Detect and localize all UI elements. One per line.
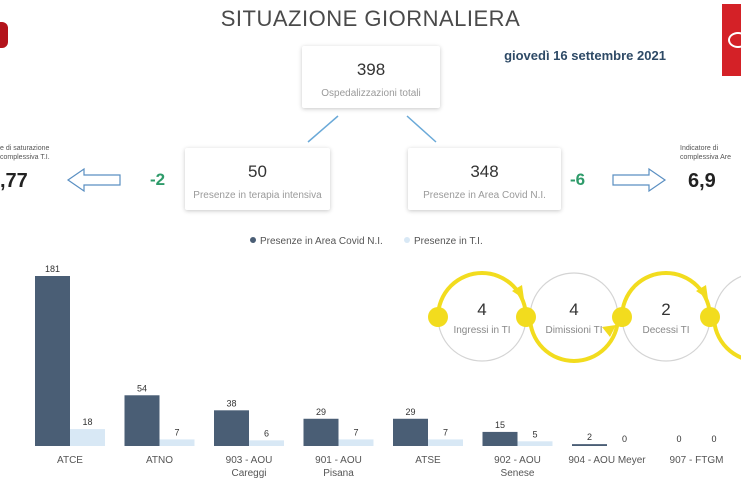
flow-label-1: Dimissioni TI [545,325,602,336]
category-label-3: Pisana [323,468,354,479]
arrow-left-icon [66,167,121,193]
flow-value-2: 2 [661,300,670,319]
data-label-covid-5: 15 [495,420,505,430]
saturation-ti-label: e di saturazione complessiva T.I. [0,145,50,161]
data-label-ti-1: 7 [174,427,179,437]
data-label-covid-7: 0 [676,434,681,444]
flow-node-dot-2 [612,307,632,327]
flow-value-0: 4 [477,300,486,319]
category-label-5: Senese [501,468,535,479]
bar-ti-0[interactable] [70,429,105,446]
category-label-4: ATSE [415,455,441,466]
flow-node-dot-1 [516,307,536,327]
covid-value: 348 [470,162,499,181]
saturation-covid-label: Indicatore di complessiva Are [680,145,731,161]
data-label-covid-4: 29 [405,407,415,417]
bar-ti-5[interactable] [517,441,553,446]
region-logo-left [0,22,8,48]
data-label-ti-2: 6 [264,428,269,438]
page-title: SITUAZIONE GIORNALIERA [220,6,521,31]
card-total-hospitalizations[interactable]: 398 Ospedalizzazioni totali [302,46,440,108]
bar-ti-2[interactable] [249,440,284,446]
card-intensive-care[interactable]: 50 Presenze in terapia intensiva [185,148,330,210]
flow-value-1: 4 [569,300,578,319]
legend-dot-covid-icon [250,237,256,243]
flow-arc-0 [436,271,528,318]
connector-left [307,115,339,143]
bar-covid-5[interactable] [482,431,518,446]
data-label-ti-4: 7 [443,427,448,437]
pegasus-logo-icon [728,32,741,48]
data-label-ti-3: 7 [353,427,358,437]
bar-covid-1[interactable] [124,395,160,446]
bar-covid-2[interactable] [214,410,249,446]
arrow-right-icon [612,167,667,193]
total-label: Ospedalizzazioni totali [321,88,421,99]
flow-arc-3 [712,316,741,360]
category-label-7: 907 - FTGM [670,455,724,466]
data-label-ti-0: 18 [82,417,92,427]
card-covid-area[interactable]: 348 Presenze in Area Covid N.I. [408,148,561,210]
bar-covid-4[interactable] [393,418,428,446]
flow-arc-1 [528,316,620,363]
bar-ti-3[interactable] [338,439,374,446]
bar-ti-1[interactable] [159,439,195,446]
category-label-3: 901 - AOU [315,455,362,466]
data-label-covid-3: 29 [316,407,326,417]
legend-dot-ti-icon [404,237,410,243]
category-label-2: Careggi [231,468,266,479]
category-label-0: ATCE [57,455,83,466]
legend-item-ti[interactable]: Presenze in T.I. [404,236,483,247]
legend-item-covid[interactable]: Presenze in Area Covid N.I. [250,236,383,247]
data-label-covid-0: 181 [45,264,60,274]
category-label-1: ATNO [146,455,173,466]
category-label-5: 902 - AOU [494,455,541,466]
saturation-ti-value: ,77 [0,170,28,192]
ti-value: 50 [248,162,267,181]
data-label-ti-7: 0 [711,434,716,444]
bar-covid-3[interactable] [303,418,339,446]
covid-label: Presenze in Area Covid N.I. [423,190,546,201]
flow-label-0: Ingressi in TI [453,325,510,336]
kpi-connectors [66,115,667,193]
saturation-covid-value: 6,9 [688,170,716,192]
flow-arrow-icon-0 [512,285,524,299]
region-logo-right [722,4,741,76]
category-label-2: 903 - AOU [226,455,273,466]
bar-covid-6[interactable] [572,444,607,446]
bar-covid-0[interactable] [35,276,70,446]
total-value: 398 [356,60,386,79]
report-date: giovedì 16 settembre 2021 [504,48,666,63]
data-label-covid-1: 54 [137,383,147,393]
flow-arc-2 [620,271,712,318]
flow-label-2: Decessi TI [642,325,689,336]
flow-arrow-icon-1 [602,325,616,337]
connector-right [406,115,437,143]
category-label-6: 904 - AOU Meyer [568,455,646,466]
flow-arrow-icon-2 [696,285,708,299]
bar-ti-4[interactable] [428,439,463,446]
flow-node-dot-3 [700,307,720,327]
data-label-covid-2: 38 [226,398,236,408]
icu-flow-diagram: 4 Ingressi in TI 4 Dimissioni TI 2 Decessi TI… [428,271,741,363]
ti-label: Presenze in terapia intensiva [193,190,322,201]
covid-delta: -6 [570,170,586,189]
data-label-covid-6: 2 [587,432,592,442]
flow-node-dot-0 [428,307,448,327]
data-label-ti-5: 5 [532,429,537,439]
data-label-ti-6: 0 [622,434,627,444]
ti-delta: -2 [150,170,166,189]
